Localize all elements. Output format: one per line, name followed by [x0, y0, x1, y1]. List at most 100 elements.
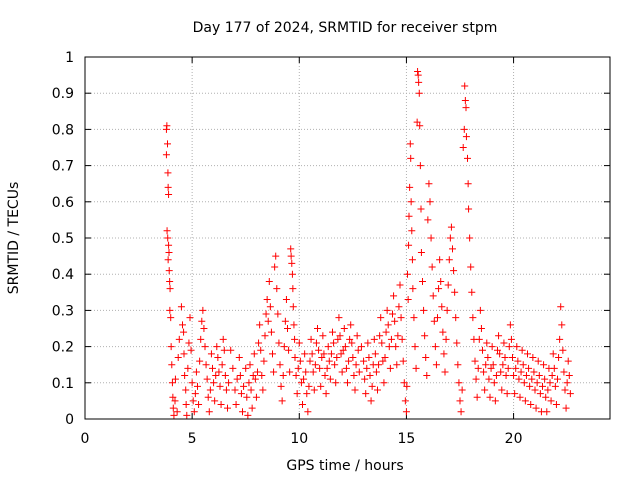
data-point [533, 379, 541, 387]
x-axis-label: GPS time / hours [286, 458, 403, 474]
data-point [492, 372, 500, 380]
data-point [352, 361, 360, 369]
data-point [531, 386, 539, 394]
data-point [544, 386, 552, 394]
data-point [389, 310, 396, 318]
data-point [187, 346, 195, 354]
data-point [480, 368, 488, 376]
data-point [521, 397, 529, 405]
data-point [443, 306, 451, 314]
data-point [455, 379, 463, 387]
data-point [419, 277, 426, 285]
data-point [269, 350, 276, 358]
data-point [407, 154, 415, 162]
data-point [192, 368, 200, 376]
data-point [466, 234, 474, 242]
data-point [526, 382, 534, 390]
data-point [380, 379, 388, 387]
data-point [408, 256, 416, 264]
data-point [464, 154, 471, 162]
data-point [200, 325, 208, 332]
data-point [414, 71, 422, 79]
data-point [482, 361, 490, 369]
data-point [297, 379, 305, 387]
data-point [371, 350, 379, 358]
data-point [164, 140, 171, 148]
data-point [337, 350, 345, 358]
x-tick-label: 15 [398, 431, 416, 447]
data-point [509, 353, 516, 361]
data-point [224, 404, 231, 412]
data-point [250, 350, 258, 358]
data-point [534, 357, 542, 365]
data-point [457, 408, 465, 416]
data-point [198, 317, 206, 325]
data-point [488, 343, 496, 351]
x-tick-label: 20 [505, 431, 523, 447]
data-point [445, 256, 453, 264]
data-point [477, 325, 485, 332]
data-point [396, 281, 404, 289]
data-point [332, 379, 340, 387]
data-point [440, 350, 448, 358]
data-point [552, 401, 560, 409]
data-point [244, 411, 252, 419]
data-point [540, 361, 548, 369]
y-tick-label: 0.9 [52, 86, 74, 102]
y-tick-label: 0.5 [52, 231, 74, 247]
y-tick-label: 0.1 [52, 376, 74, 392]
data-point [518, 346, 526, 354]
data-point [399, 357, 407, 365]
y-tick-label: 0.4 [52, 267, 74, 283]
data-point [513, 343, 521, 351]
data-point [288, 259, 296, 267]
data-point [287, 245, 295, 253]
data-point [456, 397, 464, 405]
data-point [429, 292, 437, 300]
data-point [403, 382, 411, 390]
data-point [472, 375, 480, 383]
y-tick-label: 0.6 [52, 195, 74, 211]
data-point [449, 245, 456, 253]
data-point [289, 285, 297, 293]
data-point [487, 364, 495, 372]
data-point [547, 397, 555, 405]
data-point [309, 368, 317, 376]
data-point [516, 393, 524, 401]
data-point [333, 353, 341, 361]
data-point [308, 350, 316, 358]
data-point [171, 375, 179, 383]
data-point [384, 321, 392, 329]
data-point [500, 339, 508, 347]
data-point [453, 339, 461, 347]
data-point [362, 390, 370, 398]
data-point [165, 248, 173, 256]
data-point [341, 343, 349, 351]
data-point [214, 353, 222, 361]
data-point [391, 317, 399, 325]
data-point [286, 368, 294, 376]
data-point [216, 382, 224, 390]
data-point [317, 382, 325, 390]
data-point [387, 335, 395, 343]
data-point [517, 368, 525, 376]
data-point [206, 386, 214, 394]
data-point [503, 390, 511, 398]
data-point [395, 303, 403, 311]
data-point [489, 361, 497, 369]
y-tick-label: 1 [65, 50, 74, 66]
data-point [340, 325, 348, 332]
data-point [400, 379, 408, 387]
data-point [177, 303, 185, 311]
data-point [263, 296, 271, 304]
data-point [294, 364, 302, 372]
data-point [527, 401, 535, 409]
data-point [222, 386, 230, 394]
data-point [555, 353, 563, 361]
data-point [344, 379, 351, 387]
data-point [494, 346, 501, 354]
data-point [165, 267, 173, 275]
data-point [566, 390, 574, 398]
data-point [406, 183, 414, 191]
data-point [322, 390, 330, 398]
